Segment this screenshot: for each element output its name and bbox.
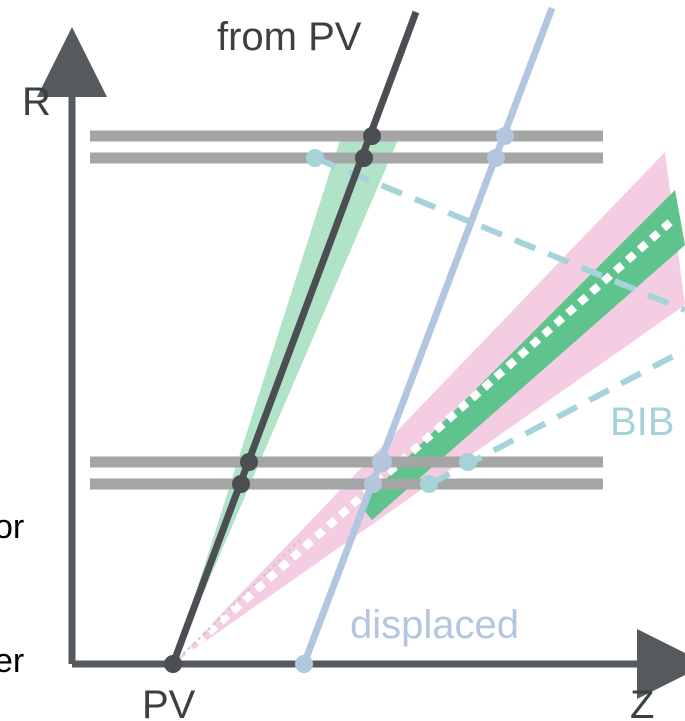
hit-bib-1 xyxy=(306,149,324,167)
hits-pv xyxy=(164,127,381,673)
from-pv-label: from PV xyxy=(217,15,362,59)
axis-z-label: Z xyxy=(630,683,654,721)
hit-pv-bottom-1 xyxy=(240,453,258,471)
pv-label: PV xyxy=(142,683,196,721)
hit-displaced-bottom-1 xyxy=(372,452,392,472)
hit-pv-bottom-2 xyxy=(232,475,250,493)
hit-pv-top-2 xyxy=(355,149,373,167)
axis-r-label: R xyxy=(22,80,51,124)
hit-bib-2 xyxy=(459,453,477,471)
cut-off-label-1: or xyxy=(0,508,24,546)
hit-displaced-top-2 xyxy=(487,149,505,167)
hits-displaced xyxy=(295,127,514,673)
bib-label: BIB xyxy=(610,400,674,444)
cut-off-label-2: er xyxy=(0,642,24,680)
detector-layers xyxy=(90,130,603,490)
primary-vertex xyxy=(164,655,182,673)
green-uncertainty-cone-pv xyxy=(173,140,398,664)
hit-pv-top-1 xyxy=(363,127,381,145)
hit-displaced-top-1 xyxy=(496,127,514,145)
faint-dotted-line xyxy=(172,539,301,665)
displaced-track xyxy=(300,6,556,666)
bib-line-upper xyxy=(313,155,685,313)
pink-uncertainty-cone xyxy=(173,152,685,664)
pv-track xyxy=(169,10,420,666)
displaced-label: displaced xyxy=(350,603,519,647)
hits-bib xyxy=(306,149,477,493)
hit-bib-3 xyxy=(420,475,438,493)
displaced-vertex xyxy=(295,655,313,673)
hit-displaced-bottom-2 xyxy=(364,475,382,493)
